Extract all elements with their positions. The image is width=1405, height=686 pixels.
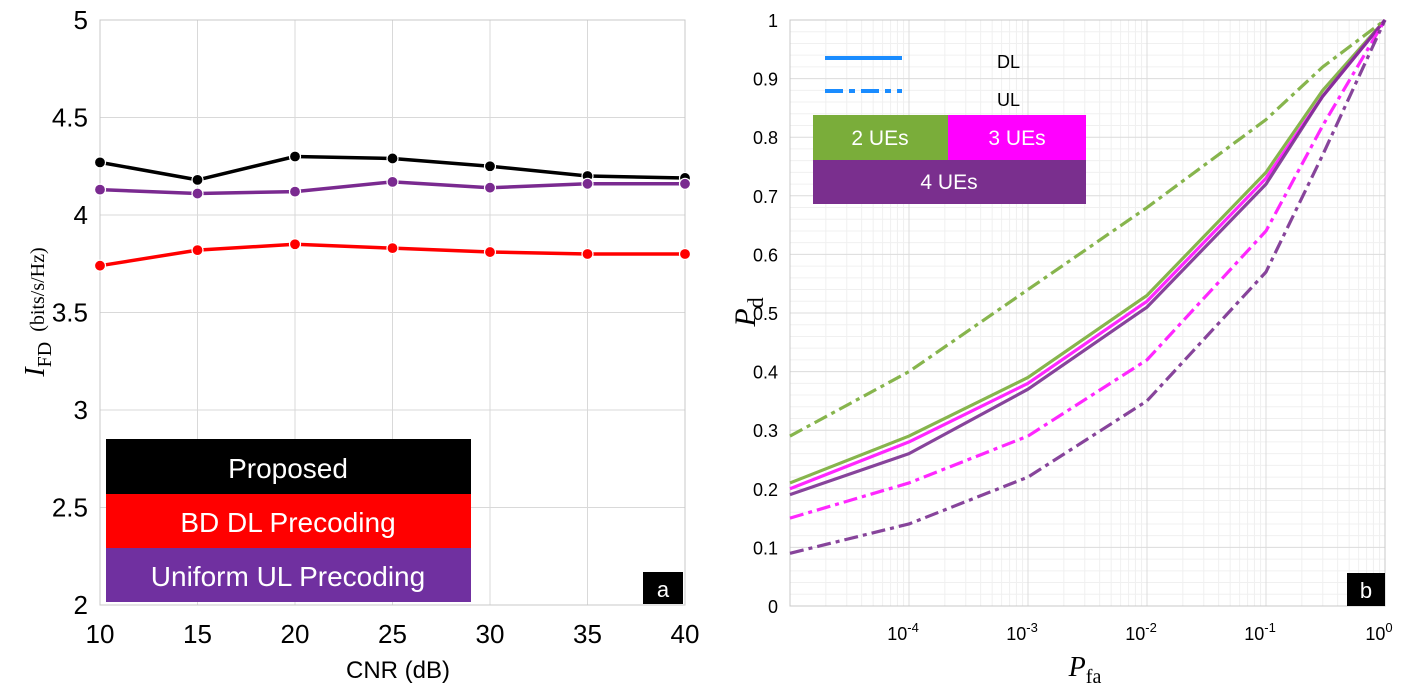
b-ylabel-main: P bbox=[729, 308, 762, 327]
b-lines bbox=[789, 18, 1387, 555]
b-x-axis-label: Pfa bbox=[1068, 652, 1102, 686]
a-data-point bbox=[581, 247, 594, 261]
b-series-line-5 bbox=[789, 19, 1387, 555]
a-x-tick-label: 35 bbox=[573, 619, 602, 649]
a-plot-frame bbox=[99, 19, 686, 606]
a-lines bbox=[93, 150, 692, 272]
a-y-tick-label: 4.5 bbox=[52, 103, 88, 133]
b-series-line-0 bbox=[789, 18, 1387, 485]
b-y-tick-label: 0.4 bbox=[753, 363, 778, 383]
b-y-tick-label: 0.9 bbox=[753, 70, 778, 90]
a-x-tick-label: 15 bbox=[183, 619, 212, 649]
a-legend-box-proposed bbox=[106, 439, 471, 494]
b-x-tick-label: 100 bbox=[1365, 620, 1392, 644]
b-y-tick-label: 0 bbox=[768, 597, 778, 617]
svg-text:Pd: Pd bbox=[729, 297, 768, 327]
b-y-tick-label: 1 bbox=[768, 11, 778, 31]
a-y-tick-label: 3.5 bbox=[52, 298, 88, 328]
a-data-point bbox=[678, 247, 692, 261]
a-legend-box-bd-dl bbox=[106, 494, 471, 548]
a-x-tick-label: 10 bbox=[86, 619, 115, 649]
a-x-tick-label: 25 bbox=[378, 619, 407, 649]
b-y-tick-label: 0.1 bbox=[753, 538, 778, 558]
a-x-tick-label: 20 bbox=[281, 619, 310, 649]
a-data-point bbox=[386, 242, 399, 255]
a-data-point bbox=[386, 152, 399, 165]
a-data-point bbox=[288, 238, 302, 251]
b-legend: DL UL 2 UEs 3 UEs 4 UEs bbox=[813, 52, 1086, 204]
b-x-tick-label: 10-4 bbox=[887, 620, 919, 644]
b-xlabel-main: P bbox=[1068, 652, 1086, 683]
b-x-tick-label: 10-2 bbox=[1125, 620, 1157, 644]
b-legend-box-3ues bbox=[948, 115, 1086, 160]
b-y-tick-label: 0.5 bbox=[753, 304, 778, 324]
a-panel-label: a bbox=[657, 577, 670, 602]
b-y-tick-label: 0.7 bbox=[753, 187, 778, 207]
b-plot-frame bbox=[789, 19, 1386, 607]
a-y-tick-label: 2 bbox=[74, 590, 88, 620]
b-legend-ul-label: UL bbox=[997, 90, 1020, 110]
a-legend: Proposed BD DL Precoding Uniform UL Prec… bbox=[106, 439, 471, 602]
a-data-point bbox=[288, 185, 302, 198]
a-y-tick-labels: 2 2.5 3 3.5 4 4.5 5 bbox=[52, 5, 88, 620]
a-data-point bbox=[288, 150, 302, 163]
a-data-point bbox=[93, 156, 107, 169]
a-data-point bbox=[483, 160, 497, 173]
b-legend-box-4ues bbox=[813, 160, 1086, 204]
a-data-point bbox=[191, 173, 204, 186]
a-data-point bbox=[93, 259, 107, 272]
b-y-tick-label: 0.6 bbox=[753, 245, 778, 265]
b-x-tick-labels: 10-4 10-3 10-2 10-1 100 bbox=[887, 620, 1392, 644]
a-y-tick-label: 3 bbox=[74, 395, 88, 425]
a-data-point bbox=[581, 177, 594, 190]
b-y-tick-label: 0.3 bbox=[753, 421, 778, 441]
b-series-line-4 bbox=[789, 19, 1387, 520]
b-y-axis-label: Pd bbox=[729, 297, 768, 327]
a-panel-label-box bbox=[643, 572, 683, 604]
a-y-axis-label: IFD (bits/s/Hz) bbox=[20, 247, 56, 377]
a-x-tick-labels: 10 15 20 25 30 35 40 bbox=[86, 619, 700, 649]
a-legend-label-proposed: Proposed bbox=[228, 453, 348, 484]
svg-text:IFD(bits/s/Hz): IFD (bits/s/Hz) bbox=[20, 247, 56, 377]
a-data-point bbox=[93, 183, 107, 196]
b-y-tick-label: 0.2 bbox=[753, 480, 778, 500]
a-data-point bbox=[191, 187, 204, 200]
b-legend-dl-label: DL bbox=[997, 52, 1020, 72]
a-ylabel-main: I bbox=[20, 366, 51, 378]
b-series-line-3 bbox=[789, 18, 1386, 438]
a-legend-label-bd-dl: BD DL Precoding bbox=[180, 507, 395, 538]
a-x-tick-label: 30 bbox=[476, 619, 505, 649]
b-panel-label: b bbox=[1360, 578, 1372, 603]
b-legend-box-2ues bbox=[813, 115, 948, 160]
b-ylabel-sub: d bbox=[743, 297, 768, 308]
b-legend-label-4ues: 4 UEs bbox=[920, 171, 977, 194]
b-grid bbox=[790, 19, 1386, 607]
b-legend-label-2ues: 2 UEs bbox=[851, 127, 908, 150]
b-x-tick-label: 10-3 bbox=[1006, 620, 1038, 644]
a-data-point bbox=[483, 181, 497, 194]
a-y-tick-label: 4 bbox=[74, 200, 88, 230]
a-y-tick-label: 5 bbox=[74, 5, 88, 35]
a-x-axis-label: CNR (dB) bbox=[346, 657, 450, 684]
b-panel-label-box bbox=[1347, 573, 1385, 606]
a-data-point bbox=[483, 245, 497, 259]
b-xlabel-sub: fa bbox=[1086, 666, 1102, 686]
a-data-point bbox=[678, 177, 692, 190]
a-y-tick-label: 2.5 bbox=[52, 493, 88, 523]
b-legend-label-3ues: 3 UEs bbox=[988, 127, 1045, 150]
a-x-tick-label: 40 bbox=[671, 619, 700, 649]
b-series-line-2 bbox=[789, 18, 1387, 497]
a-ylabel-units: (bits/s/Hz) bbox=[27, 247, 49, 331]
a-data-point bbox=[386, 175, 399, 188]
a-legend-box-uniform-ul bbox=[106, 548, 471, 602]
a-legend-label-uniform-ul: Uniform UL Precoding bbox=[151, 561, 425, 592]
panel-b: 10-4 10-3 10-2 10-1 100 00.10.20.30.40.50.60… bbox=[729, 11, 1393, 686]
b-x-tick-label: 10-1 bbox=[1244, 620, 1276, 644]
a-data-point bbox=[191, 244, 204, 257]
b-y-tick-labels: 0 0.1 0.2 0.3 0.4 0.5 0.6 0.7 0.8 0.9 1 bbox=[753, 11, 778, 617]
a-ylabel-sub: FD bbox=[34, 342, 56, 368]
panel-a: 10 15 20 25 30 35 40 2 2.5 3 3.5 4 4.5 5 CNR (dB) IF… bbox=[20, 5, 699, 684]
b-y-tick-label: 0.8 bbox=[753, 128, 778, 148]
